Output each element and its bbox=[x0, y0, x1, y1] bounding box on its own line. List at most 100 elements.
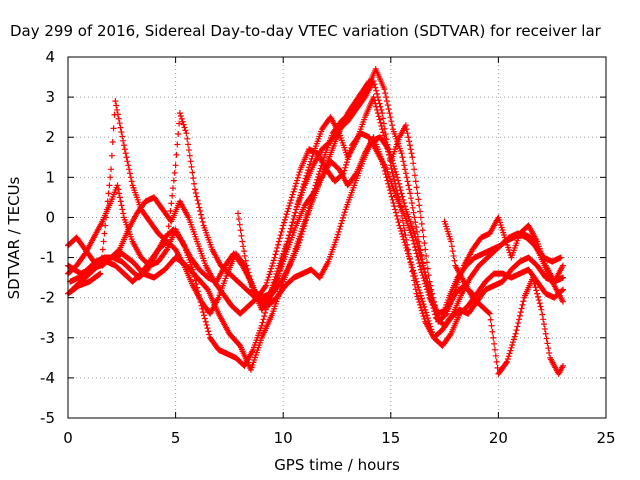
data-point bbox=[429, 329, 436, 336]
data-point bbox=[449, 248, 456, 255]
data-point bbox=[414, 281, 421, 288]
data-point bbox=[380, 115, 387, 122]
data-point bbox=[281, 216, 288, 223]
data-point bbox=[394, 174, 401, 181]
data-point bbox=[294, 174, 301, 181]
data-point bbox=[103, 214, 110, 221]
data-point bbox=[386, 187, 393, 194]
data-point bbox=[379, 126, 386, 133]
data-point bbox=[414, 243, 421, 250]
y-tick-label: 4 bbox=[45, 48, 55, 66]
x-tick-label: 25 bbox=[596, 429, 615, 447]
data-point bbox=[371, 97, 378, 104]
data-point bbox=[125, 162, 132, 169]
data-point bbox=[204, 325, 211, 332]
series-track-6 bbox=[235, 94, 566, 325]
data-point bbox=[196, 204, 203, 211]
data-point bbox=[291, 212, 298, 219]
data-point bbox=[504, 356, 511, 363]
data-point bbox=[284, 208, 291, 215]
data-point bbox=[195, 200, 202, 207]
series-track-8 bbox=[65, 78, 373, 373]
data-point bbox=[188, 163, 195, 170]
data-point bbox=[398, 190, 405, 197]
data-point bbox=[535, 297, 542, 304]
data-point bbox=[398, 228, 405, 235]
data-point bbox=[340, 214, 347, 221]
data-point bbox=[381, 86, 388, 93]
data-point bbox=[380, 132, 387, 139]
data-point bbox=[432, 306, 439, 313]
data-point bbox=[399, 233, 406, 240]
data-point bbox=[405, 250, 412, 257]
y-tick-label: 0 bbox=[45, 208, 55, 226]
data-point bbox=[417, 292, 424, 299]
data-point bbox=[512, 330, 519, 337]
data-point bbox=[167, 208, 174, 215]
data-point bbox=[117, 124, 124, 131]
data-point bbox=[391, 176, 398, 183]
data-point bbox=[487, 316, 494, 323]
data-point bbox=[404, 178, 411, 185]
data-point bbox=[200, 309, 207, 316]
data-point bbox=[278, 228, 285, 235]
data-point bbox=[387, 114, 394, 121]
data-point bbox=[425, 272, 432, 279]
data-point bbox=[165, 223, 172, 230]
data-point bbox=[380, 161, 387, 168]
data-point bbox=[170, 177, 177, 184]
data-point bbox=[516, 316, 523, 323]
data-point bbox=[541, 321, 548, 328]
data-point bbox=[262, 309, 269, 316]
data-point bbox=[300, 181, 307, 188]
data-point bbox=[101, 230, 108, 237]
y-tick-label: -1 bbox=[40, 249, 55, 267]
data-point bbox=[450, 252, 457, 259]
data-point bbox=[391, 165, 398, 172]
data-point bbox=[419, 227, 426, 234]
data-point bbox=[299, 186, 306, 193]
data-point bbox=[102, 222, 109, 229]
data-point bbox=[410, 267, 417, 274]
data-point bbox=[421, 268, 428, 275]
data-point bbox=[298, 189, 305, 196]
data-point bbox=[286, 232, 293, 239]
data-point bbox=[408, 195, 415, 202]
data-point bbox=[371, 81, 378, 88]
data-point bbox=[412, 219, 419, 226]
data-point bbox=[397, 187, 404, 194]
series-track-7 bbox=[441, 218, 566, 377]
data-point bbox=[374, 110, 381, 117]
data-point bbox=[396, 183, 403, 190]
data-point bbox=[343, 161, 350, 168]
data-point bbox=[386, 110, 393, 117]
data-point bbox=[114, 111, 121, 118]
data-point bbox=[411, 172, 418, 179]
data-point bbox=[378, 122, 385, 129]
data-point bbox=[408, 200, 415, 207]
data-point bbox=[289, 219, 296, 226]
data-point bbox=[420, 313, 427, 320]
data-point bbox=[427, 282, 434, 289]
data-point bbox=[404, 247, 411, 254]
data-point bbox=[389, 169, 396, 176]
data-point bbox=[288, 222, 295, 229]
data-point bbox=[514, 323, 521, 330]
data-point bbox=[429, 290, 436, 297]
data-point bbox=[352, 171, 359, 178]
data-point bbox=[295, 171, 302, 178]
data-point bbox=[380, 129, 387, 136]
x-axis-label: GPS time / hours bbox=[274, 456, 400, 474]
data-point bbox=[337, 223, 344, 230]
data-point bbox=[424, 315, 431, 322]
data-point bbox=[117, 198, 124, 205]
data-point bbox=[417, 252, 424, 259]
x-tick-label: 15 bbox=[381, 429, 400, 447]
data-point bbox=[306, 164, 313, 171]
data-point bbox=[284, 238, 291, 245]
data-point bbox=[533, 287, 540, 294]
data-point bbox=[374, 90, 381, 97]
data-point bbox=[374, 106, 381, 113]
data-point bbox=[418, 307, 425, 314]
data-point bbox=[263, 279, 270, 286]
